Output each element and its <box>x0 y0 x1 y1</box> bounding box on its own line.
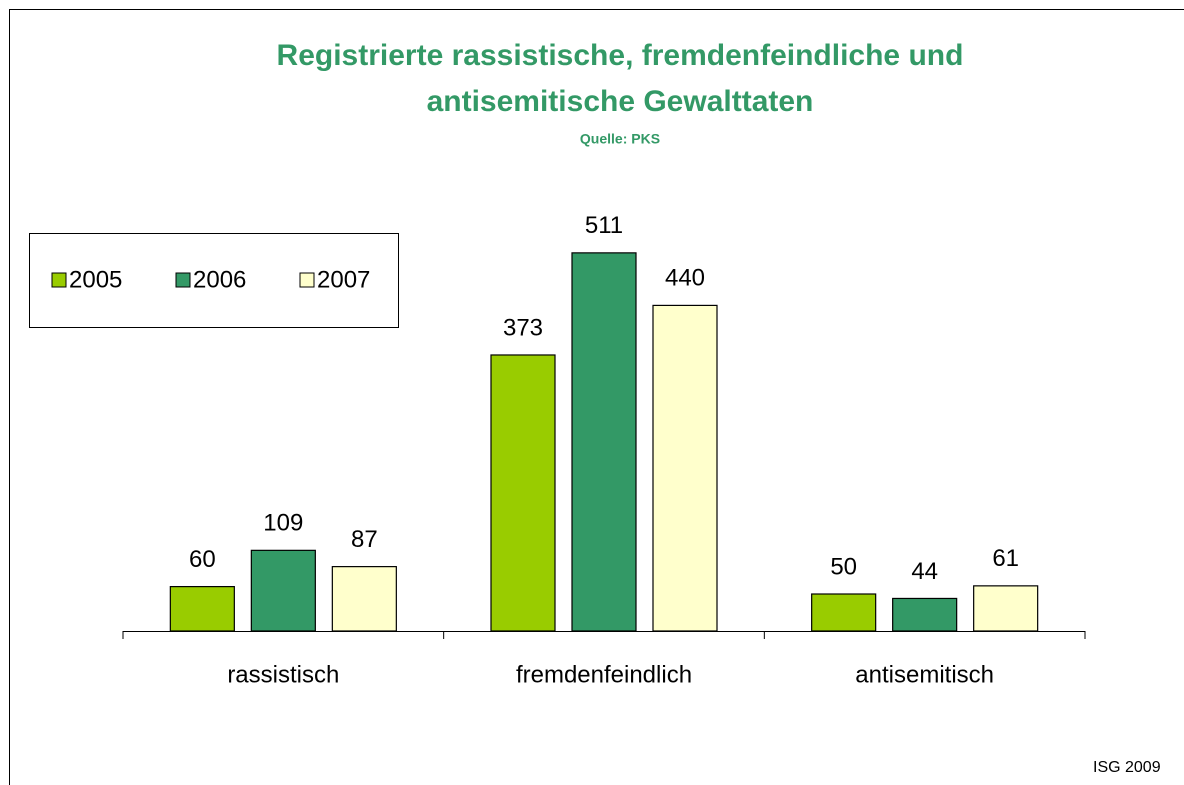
legend-swatch <box>175 272 191 288</box>
legend-swatch <box>299 272 315 288</box>
legend-label: 2007 <box>317 266 370 293</box>
data-label: 60 <box>189 546 216 573</box>
bar <box>490 354 556 632</box>
bar <box>169 585 235 632</box>
legend-swatch <box>51 272 67 288</box>
data-label: 440 <box>665 265 705 292</box>
data-label: 373 <box>503 314 543 341</box>
bar <box>652 304 718 632</box>
bar <box>331 566 397 632</box>
legend-box <box>29 233 399 328</box>
bar <box>973 585 1039 632</box>
data-label: 44 <box>911 558 938 585</box>
frame <box>9 9 1184 785</box>
source-note: ISG 2009 <box>1093 759 1161 776</box>
bar <box>571 252 637 632</box>
data-label: 109 <box>263 510 303 537</box>
chart-title: Registrierte rassistische, fremdenfeindl… <box>277 39 964 72</box>
x-tick-label: antisemitisch <box>855 661 994 688</box>
x-tick-label: fremdenfeindlich <box>516 661 692 688</box>
bar <box>250 549 316 632</box>
legend-label: 2005 <box>69 266 122 293</box>
chart-subtitle: Quelle: PKS <box>580 131 660 147</box>
bar <box>811 593 877 632</box>
data-label: 511 <box>585 212 623 239</box>
chart-title: antisemitische Gewalttaten <box>427 85 814 118</box>
bar <box>892 597 958 632</box>
x-tick-label: rassistisch <box>227 661 339 688</box>
legend-label: 2006 <box>193 266 246 293</box>
data-label: 61 <box>992 545 1019 572</box>
data-label: 87 <box>351 526 378 553</box>
data-label: 50 <box>830 553 857 580</box>
